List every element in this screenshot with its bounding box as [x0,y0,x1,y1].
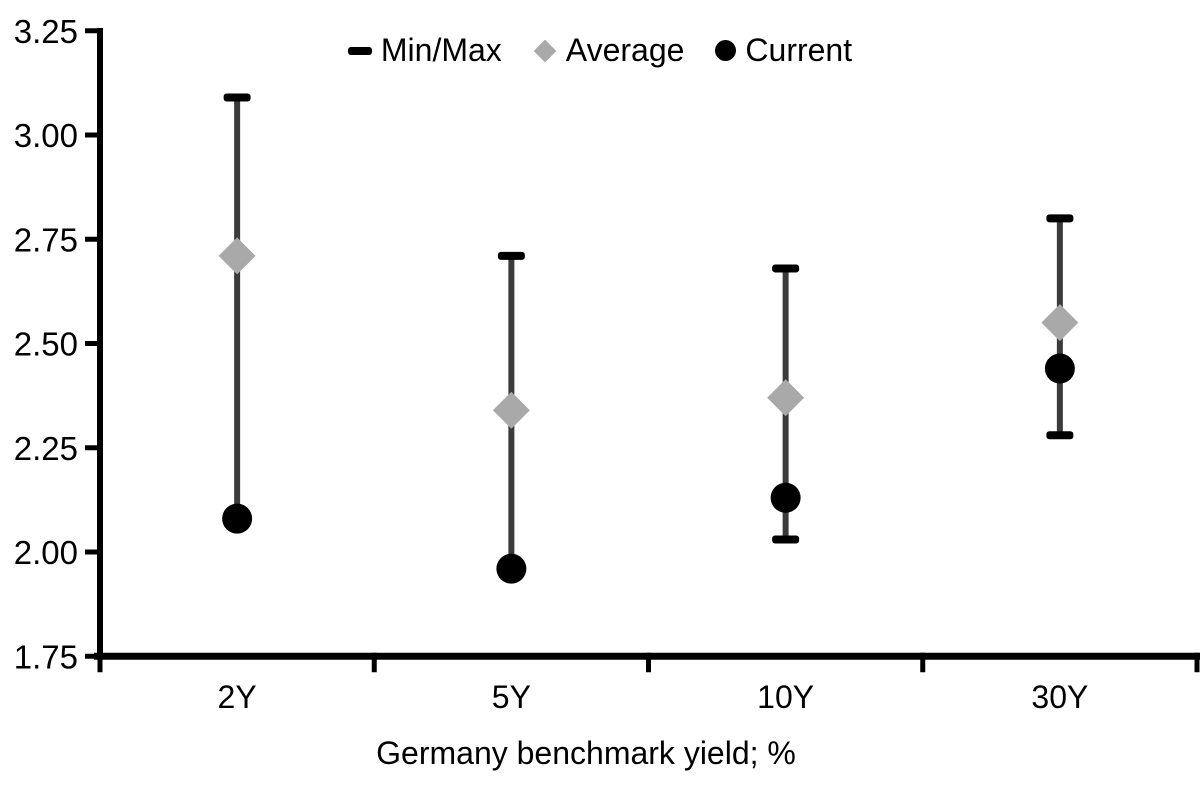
y-tick-label: 3.25 [14,13,78,50]
current-marker [496,553,527,584]
average-marker [1041,304,1079,342]
x-axis-tick [1194,652,1200,673]
x-axis-tick [920,652,926,673]
y-tick-label: 3.00 [14,117,78,154]
y-tick-label: 2.25 [14,430,78,467]
current-marker [770,482,801,513]
y-axis-tick [85,445,97,451]
x-category-label: 2Y [218,679,257,715]
y-axis-tick [85,236,97,242]
min-cap [1046,431,1074,440]
max-cap [772,264,800,273]
y-axis-tick [85,132,97,138]
min-cap [772,535,800,544]
y-axis-tick [85,549,97,555]
max-cap [497,251,525,260]
range-line [234,97,241,519]
y-axis-tick [85,653,97,659]
x-category-label: 10Y [757,679,814,715]
max-cap [1046,214,1074,223]
y-tick-label: 2.00 [14,534,78,571]
max-cap [223,93,251,102]
x-category-label: 5Y [492,679,531,715]
y-axis-tick [85,341,97,346]
y-tick-label: 2.75 [14,221,78,258]
current-marker [222,503,253,534]
y-tick-label: 2.50 [14,326,78,363]
x-category-label: 30Y [1031,679,1088,715]
average-marker [218,237,256,275]
x-axis-tick [646,652,651,673]
average-marker [767,379,805,417]
y-tick-label: 1.75 [14,638,78,675]
x-axis-title: Germany benchmark yield; % [376,735,796,771]
average-marker [492,391,530,429]
y-axis-line [97,28,103,660]
x-axis-tick [371,652,377,673]
y-axis-tick [85,28,97,34]
x-axis-tick [97,652,103,673]
current-marker [1044,353,1075,384]
